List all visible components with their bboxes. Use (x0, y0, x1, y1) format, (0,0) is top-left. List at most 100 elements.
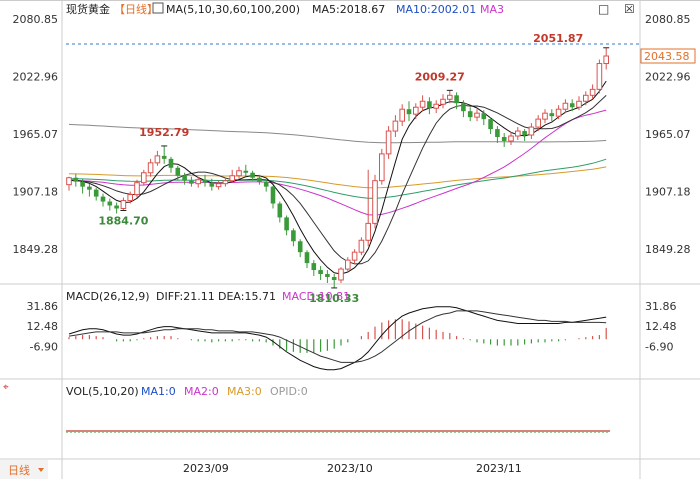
candle (263, 179, 269, 192)
candle (297, 239, 303, 258)
candle (345, 257, 351, 273)
y-tick-left-1: 2022.96 (13, 70, 59, 83)
candle (351, 249, 358, 265)
ma5-value: MA5:2018.67 (312, 3, 385, 16)
candle (161, 145, 167, 164)
candle (440, 94, 446, 109)
vol-ma2: MA2:0 (184, 385, 219, 398)
candle (358, 237, 365, 256)
candle (209, 178, 215, 191)
high-nov-label: 2051.87 (533, 32, 583, 45)
candle (528, 123, 535, 139)
current-price-label: 2043.58 (644, 50, 690, 63)
candle (202, 174, 208, 187)
candle (100, 193, 106, 207)
candle (596, 59, 603, 94)
candle (461, 100, 466, 118)
candle (87, 183, 92, 197)
y-tick-right-3: 1907.18 (645, 185, 691, 198)
candle (555, 105, 562, 120)
period-button[interactable]: 日线 (8, 463, 30, 477)
candle (399, 104, 405, 127)
candle (481, 110, 487, 126)
vol-ma3: MA3:0 (227, 385, 262, 398)
candle (80, 178, 85, 194)
candle (66, 176, 72, 191)
candle (372, 174, 378, 229)
candle (495, 126, 500, 143)
macd-dea-value: DEA:15.71 (218, 290, 276, 303)
current-price-box (640, 48, 696, 64)
candle (215, 180, 222, 190)
ma30-line (69, 109, 607, 216)
y-tick-left-3: 1907.18 (13, 185, 59, 198)
candle (304, 250, 310, 269)
date-label-sep: 2023/09 (183, 462, 229, 475)
candle (454, 92, 459, 110)
y-tick-left-2: 1965.07 (13, 128, 59, 141)
candle (406, 101, 412, 122)
candle (562, 99, 569, 114)
candle (603, 47, 610, 70)
date-label-oct: 2023/10 (327, 462, 373, 475)
candle (589, 84, 596, 100)
ma-indicator-label: MA(5,10,30,60,100,200) (166, 3, 300, 16)
candle (120, 197, 127, 211)
candle (569, 99, 575, 112)
candle (522, 129, 527, 141)
candle (508, 132, 514, 145)
candle (467, 107, 473, 122)
y-tick-right-4: 1849.28 (645, 243, 691, 256)
y-tick-right-1: 2022.96 (645, 70, 691, 83)
candle (243, 164, 249, 177)
ma3-value: MA3 (480, 3, 504, 16)
period-button-bg[interactable] (0, 460, 48, 479)
macd-tick-left-2: -6.90 (30, 340, 58, 353)
restore-window-button[interactable]: □ (598, 2, 609, 16)
high-aug-label: 1952.79 (139, 126, 189, 139)
ma-toggle-icon[interactable] (152, 2, 164, 14)
candle (222, 177, 229, 187)
candle (182, 172, 187, 185)
period-tag: 【日线】 (114, 2, 158, 16)
low-aug-label: 1884.70 (98, 214, 148, 227)
high-oct-label: 2009.27 (415, 70, 465, 83)
price-axis: 2080.85 2080.85 2022.96 2022.96 1965.07 1965.… (13, 13, 691, 256)
candle (147, 158, 154, 177)
candle (195, 176, 201, 188)
candle (236, 166, 242, 179)
candle (515, 127, 521, 140)
candle (385, 126, 392, 159)
macd-axis: 31.86 31.86 12.48 12.48 -6.90 -6.90 (27, 300, 677, 354)
ma10-line (68, 95, 607, 265)
close-window-button[interactable]: ☒ (624, 2, 635, 16)
macd-tick-right-1: 12.48 (645, 320, 677, 333)
candle (325, 270, 330, 283)
date-label-nov: 2023/11 (476, 462, 522, 475)
candle (419, 95, 426, 112)
candle (433, 100, 439, 114)
macd-tick-left-1: 12.48 (27, 320, 59, 333)
macd-diff-value: DIFF:21.11 (156, 290, 215, 303)
macd-lines (68, 306, 607, 371)
macd-dea-line (68, 310, 607, 363)
candle (488, 117, 493, 135)
candle (549, 109, 555, 122)
ma10-value: MA10:2002.01 (396, 3, 476, 16)
candle (107, 198, 113, 211)
chevron-down-icon[interactable] (38, 468, 44, 472)
candle (93, 187, 99, 201)
candle (474, 109, 480, 122)
candle (447, 90, 453, 104)
candle (270, 185, 276, 209)
candle (535, 115, 542, 132)
crosshair-icon[interactable]: ⌖ (3, 382, 9, 393)
candle (427, 97, 432, 115)
candle (311, 260, 317, 277)
y-tick-left-4: 1849.28 (13, 243, 59, 256)
candle (277, 201, 283, 223)
macd-tick-left-0: 31.86 (27, 300, 59, 313)
candle (318, 266, 323, 280)
